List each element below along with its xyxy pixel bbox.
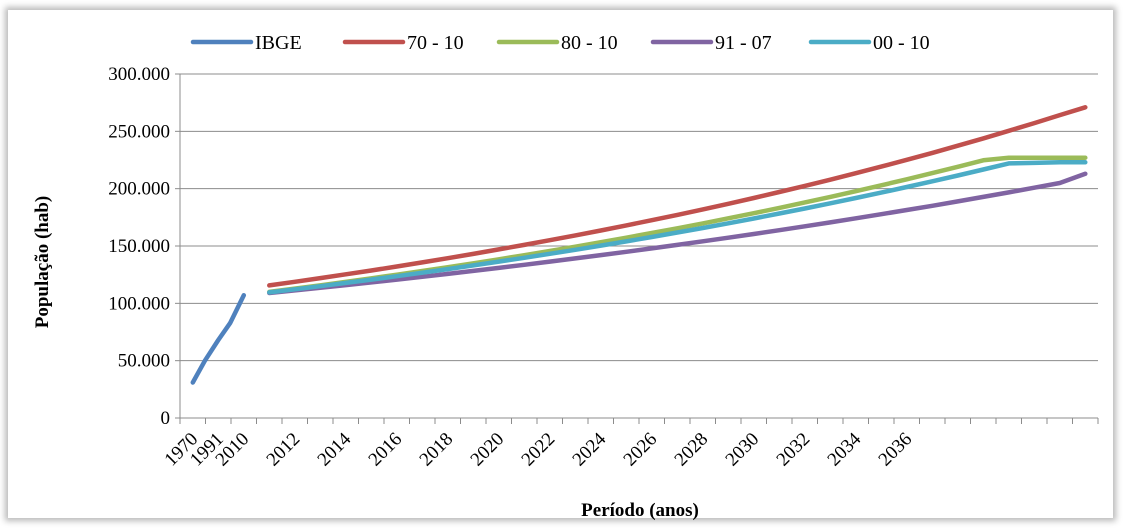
series-line-80-10 (267, 155, 1088, 295)
axes (175, 73, 1099, 424)
x-tick-label: 2032 (773, 429, 815, 471)
y-tick-label: 300.000 (108, 64, 170, 85)
y-tick-label: 250.000 (108, 121, 170, 142)
x-tick-label: 2016 (365, 429, 407, 471)
legend-label: 00 - 10 (873, 32, 930, 54)
series-line-00-10 (267, 160, 1088, 295)
y-tick-label: 100.000 (108, 293, 170, 314)
legend-label: 70 - 10 (407, 32, 464, 54)
x-tick-label: 2030 (722, 429, 764, 471)
legend: IBGE 70 - 10 80 - 10 91 - 07 00 - 10 (190, 32, 930, 54)
y-tick-label: 200.000 (108, 179, 170, 200)
x-tick-label: 2026 (620, 429, 662, 471)
x-tick-label: 2014 (314, 428, 356, 470)
legend-label: 91 - 07 (715, 32, 772, 54)
x-tick-label: 2024 (569, 428, 611, 470)
x-tick-label: 2034 (824, 428, 866, 470)
x-tick-label: 2022 (518, 429, 560, 471)
x-tick-label: 2018 (416, 429, 458, 471)
x-tick-label: 2020 (467, 429, 509, 471)
x-tick-label: 2028 (671, 429, 713, 471)
series-line-IBGE (190, 293, 247, 385)
x-axis-title: Período (anos) (581, 500, 699, 521)
y-tick-label: 50.000 (118, 351, 170, 372)
x-tick-label: 2012 (263, 429, 305, 471)
chart-frame (8, 10, 1113, 518)
gridlines (180, 73, 1098, 362)
y-tick-labels: 0 50.000 100.000 150.000 200.000 250.000 300.0… (108, 64, 170, 429)
x-tick-label: 2036 (875, 429, 917, 471)
series-lines (190, 105, 1088, 385)
legend-label: 80 - 10 (561, 32, 618, 54)
series-line-70-10 (267, 105, 1088, 288)
y-axis-title: População (hab) (32, 196, 53, 329)
legend-label: IBGE (255, 32, 302, 54)
y-tick-label: 150.000 (108, 236, 170, 257)
y-tick-label: 0 (161, 408, 171, 429)
series-line-91-07 (267, 171, 1088, 296)
